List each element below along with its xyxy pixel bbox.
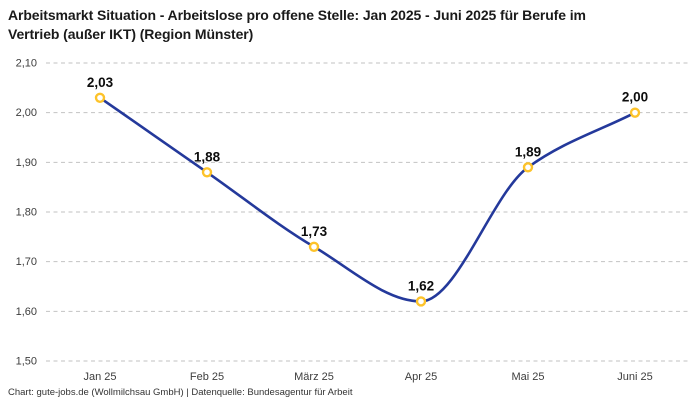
- y-tick-label: 1,80: [16, 207, 37, 219]
- data-point-label: 1,89: [515, 144, 541, 159]
- y-tick-label: 1,50: [16, 356, 37, 368]
- data-point-label: 1,62: [408, 278, 434, 293]
- data-point-label: 2,00: [622, 90, 648, 105]
- line-series: [98, 96, 637, 303]
- data-point-marker[interactable]: [415, 296, 427, 307]
- data-point-label: 1,73: [301, 224, 328, 239]
- y-tick-label: 1,60: [16, 306, 37, 318]
- y-tick-label: 2,10: [16, 58, 37, 70]
- data-point-label: 1,88: [194, 149, 221, 164]
- data-point-marker[interactable]: [629, 107, 641, 118]
- y-tick-label: 2,00: [16, 107, 37, 119]
- x-tick-label: Jan 25: [83, 371, 116, 383]
- x-tick-label: März 25: [294, 371, 334, 383]
- data-point-marker[interactable]: [308, 241, 320, 252]
- x-tick-label: Juni 25: [617, 371, 652, 383]
- data-point-label: 2,03: [87, 75, 114, 90]
- data-point-marker[interactable]: [522, 162, 534, 173]
- x-tick-label: Feb 25: [190, 371, 224, 383]
- attribution-footer: Chart: gute-jobs.de (Wollmilchsau GmbH) …: [8, 387, 353, 398]
- chart-title: Arbeitsmarkt Situation - Arbeitslose pro…: [8, 7, 586, 42]
- x-tick-label: Mai 25: [511, 371, 544, 383]
- x-tick-label: Apr 25: [405, 371, 437, 383]
- y-tick-label: 1,90: [16, 157, 37, 169]
- data-point-marker[interactable]: [94, 92, 106, 103]
- data-point-marker[interactable]: [201, 167, 213, 178]
- y-tick-label: 1,70: [16, 256, 37, 268]
